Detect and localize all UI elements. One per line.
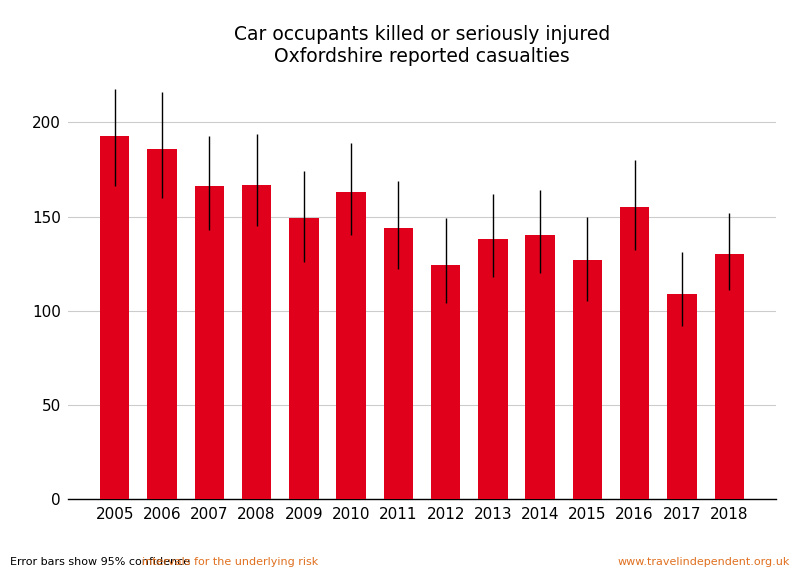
Text: intervals for the underlying risk: intervals for the underlying risk [142,557,318,567]
Bar [667,293,697,499]
Bar [573,260,602,499]
Bar [147,149,177,499]
Text: Error bars show 95% confidence: Error bars show 95% confidence [10,557,194,567]
Bar [526,235,554,499]
Bar [242,184,271,499]
Bar [194,186,224,499]
Bar [290,219,318,499]
Bar [714,254,744,499]
Bar [431,266,460,499]
Bar [337,192,366,499]
Bar [620,207,650,499]
Bar [478,239,507,499]
Text: www.travelindependent.org.uk: www.travelindependent.org.uk [618,557,790,567]
Bar [100,136,130,499]
Title: Car occupants killed or seriously injured
Oxfordshire reported casualties: Car occupants killed or seriously injure… [234,24,610,66]
Bar [384,228,413,499]
